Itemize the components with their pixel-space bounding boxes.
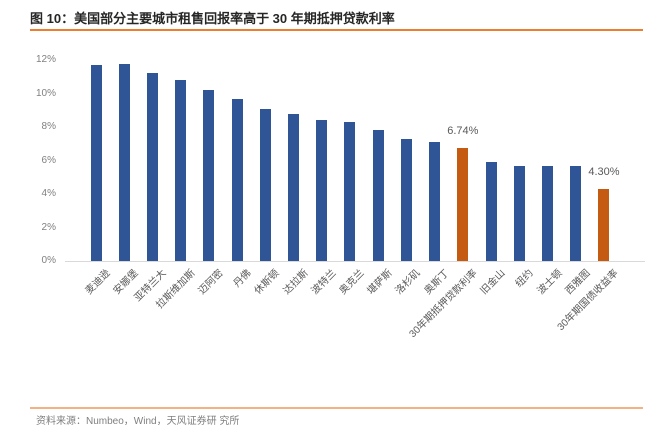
bar-拉斯维加斯	[175, 80, 187, 261]
bar-波特兰	[316, 120, 328, 261]
x-axis-label: 波士顿	[535, 267, 565, 297]
y-axis-tick: 8%	[41, 121, 56, 132]
x-axis-label: 旧金山	[478, 267, 508, 297]
x-axis-label: 洛杉矶	[394, 267, 424, 297]
bar-奥克兰	[344, 121, 356, 261]
bar-达拉斯	[288, 113, 300, 261]
bar-堪萨斯	[372, 130, 384, 261]
bar-洛杉矶	[400, 138, 412, 261]
x-axis-label: 达拉斯	[281, 267, 311, 297]
y-axis-tick: 12%	[35, 54, 56, 65]
footer-rule	[30, 407, 643, 409]
title-rule	[30, 29, 643, 31]
bar-迈阿密	[203, 90, 215, 261]
figure-title: 图 10：美国部分主要城市租售回报率高于 30 年期抵押贷款利率	[30, 11, 395, 26]
y-axis-tick: 10%	[35, 87, 56, 99]
x-axis-label: 堪萨斯	[365, 267, 395, 297]
bar-安娜堡	[118, 64, 130, 261]
bar-30年期国债收益率	[598, 188, 610, 261]
x-axis-label: 麦迪逊	[83, 267, 113, 297]
bar-旧金山	[485, 162, 497, 261]
source-note: 资料来源：Numbeo，Wind，天风证券研 究所	[36, 416, 240, 427]
bar-麦迪逊	[90, 65, 102, 261]
y-axis-tick: 2%	[41, 221, 56, 233]
bar-丹佛	[231, 98, 243, 261]
bar-休斯顿	[259, 108, 271, 261]
bar-30年期抵押贷款利率	[457, 148, 469, 261]
bar-波士顿	[542, 165, 554, 261]
bar-亚特兰大	[146, 73, 158, 261]
data-label: 4.30%	[588, 165, 620, 178]
y-axis-tick: 0%	[41, 255, 56, 266]
x-axis-label: 休斯顿	[252, 267, 282, 297]
plot-area	[65, 60, 645, 262]
x-axis-label: 波特兰	[309, 267, 339, 297]
data-label: 6.74%	[447, 125, 479, 138]
y-axis-tick: 6%	[41, 154, 56, 166]
bar-纽约	[513, 165, 525, 261]
y-axis-tick: 4%	[41, 188, 56, 199]
bar-西雅图	[570, 165, 582, 261]
bar-奥斯丁	[429, 142, 441, 261]
x-axis-label: 奥克兰	[337, 267, 367, 297]
x-axis-label: 迈阿密	[196, 267, 226, 297]
